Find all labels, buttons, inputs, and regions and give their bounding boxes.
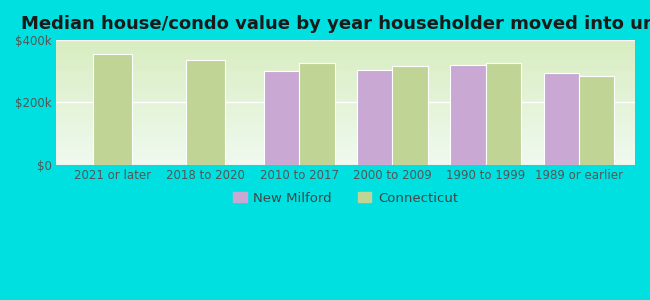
Bar xyxy=(357,70,393,165)
Bar xyxy=(264,71,299,165)
Bar xyxy=(393,66,428,165)
Bar xyxy=(187,60,226,165)
Bar xyxy=(93,54,132,165)
Bar xyxy=(543,73,579,165)
Bar xyxy=(579,76,614,165)
Bar xyxy=(450,65,486,165)
Bar xyxy=(299,63,335,165)
Legend: New Milford, Connecticut: New Milford, Connecticut xyxy=(228,187,463,210)
Bar xyxy=(486,63,521,165)
Title: Median house/condo value by year householder moved into unit: Median house/condo value by year househo… xyxy=(21,15,650,33)
